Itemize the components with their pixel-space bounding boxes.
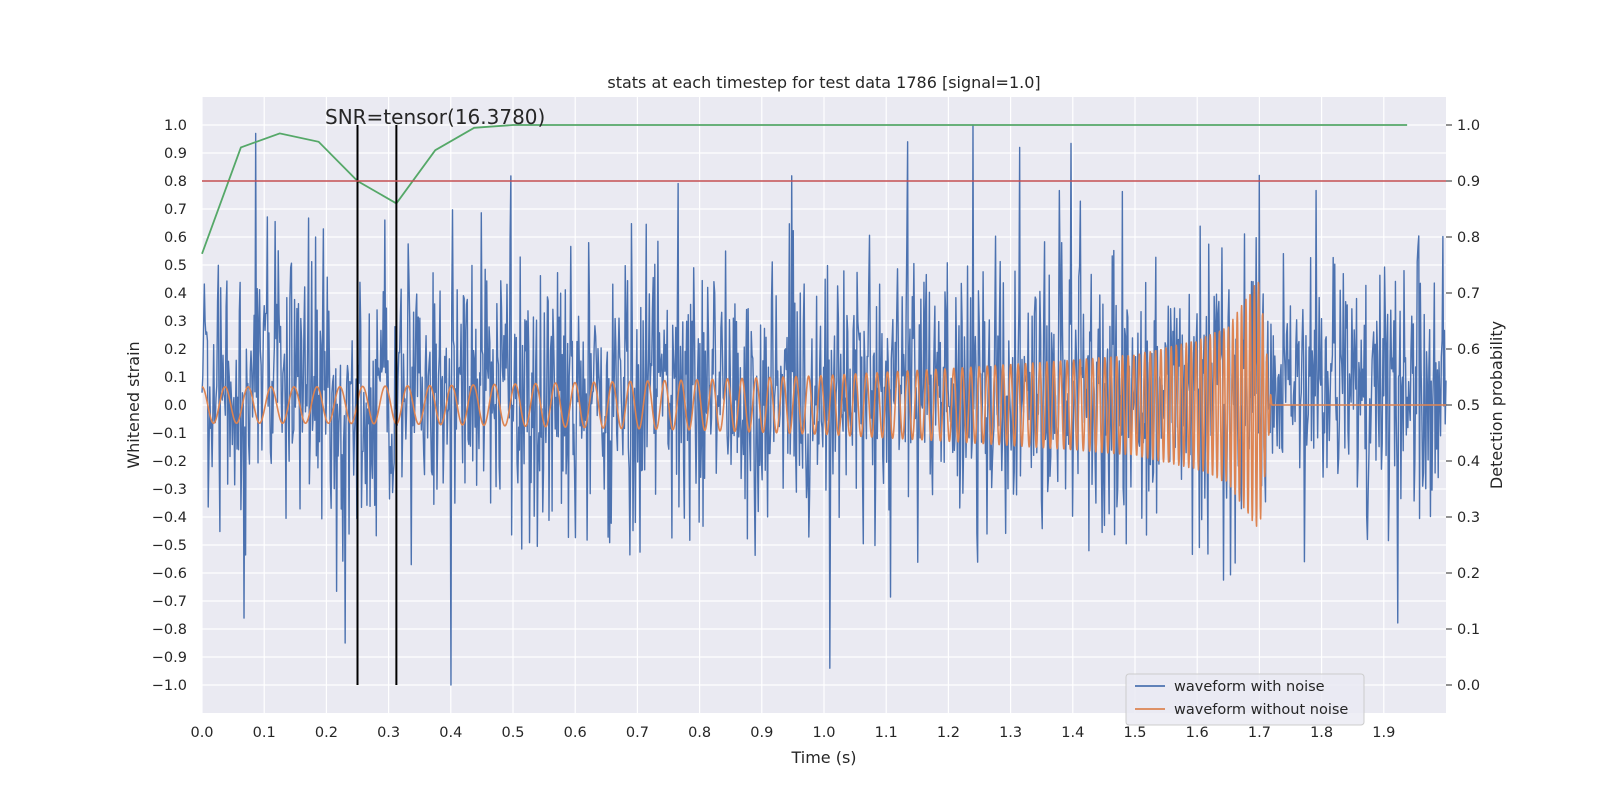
x-tick-label: 1.5 [1123, 725, 1146, 741]
y2-tick-label: 0.3 [1457, 510, 1480, 526]
y-tick-label: 0.5 [164, 258, 187, 274]
x-tick-label: 1.0 [812, 725, 835, 741]
waveform-without-noise-series [201, 281, 1447, 527]
y-tick-label: −0.3 [152, 482, 187, 498]
y-tick-label: 0.7 [164, 202, 187, 218]
y2-tick-label: 0.2 [1457, 566, 1480, 582]
y-tick-label: −0.2 [152, 454, 187, 470]
y-tick-label: −0.9 [152, 650, 187, 666]
x-tick-label: 0.4 [439, 725, 462, 741]
y-tick-label: 0.8 [164, 174, 187, 190]
legend-box [1125, 673, 1365, 726]
y2-tick-label: 0.5 [1457, 398, 1480, 414]
y-tick-label: −0.5 [152, 538, 187, 554]
x-tick-labels: 0.0 0.1 0.2 0.3 0.4 0.5 0.6 0.7 0.8 0.9 1.0 1.1 1.2 1… [190, 725, 1395, 741]
x-tick-label: 0.5 [501, 725, 524, 741]
x-tick-label: 1.4 [1061, 725, 1084, 741]
vertical-lines [356, 125, 398, 685]
legend-label-noise: waveform with noise [1174, 679, 1325, 695]
legend-label-clean: waveform without noise [1174, 702, 1348, 718]
y-axis-label: Whitened strain [124, 341, 143, 468]
y2-tick-label: 0.0 [1457, 678, 1480, 694]
y2-tick-label: 0.6 [1457, 342, 1480, 358]
y-tick-labels: −1.0 −0.9 −0.8 −0.7 −0.6 −0.5 −0.4 −0.3 −0.2 −0.1… [152, 118, 187, 694]
x-tick-label: 0.7 [626, 725, 649, 741]
x-tick-label: 1.7 [1248, 725, 1271, 741]
y2-tick-label: 0.8 [1457, 230, 1480, 246]
clean-line [201, 281, 1447, 527]
y2-axis-label: Detection probability [1487, 321, 1506, 489]
y2-tick-label: 1.0 [1457, 118, 1480, 134]
chart-title: stats at each timestep for test data 178… [607, 73, 1040, 92]
y-tick-label: −0.1 [152, 426, 187, 442]
x-tick-label: 0.8 [688, 725, 711, 741]
y2-tick-label: 0.7 [1457, 286, 1480, 302]
y-tick-label: 0.0 [164, 398, 187, 414]
y-tick-label: 0.6 [164, 230, 187, 246]
x-tick-label: 0.1 [253, 725, 276, 741]
y-tick-label: 0.4 [164, 286, 187, 302]
y-tick-label: 0.2 [164, 342, 187, 358]
x-tick-label: 1.8 [1310, 725, 1333, 741]
y-tick-label: 0.1 [164, 370, 187, 386]
x-tick-label: 1.2 [937, 725, 960, 741]
legend: waveform with noise waveform without noi… [1125, 673, 1365, 726]
y-tick-label: −0.8 [152, 622, 187, 638]
y-tick-label: 0.3 [164, 314, 187, 330]
y-tick-label: −0.7 [152, 594, 187, 610]
x-tick-label: 0.3 [377, 725, 400, 741]
y-tick-label: −1.0 [152, 678, 187, 694]
x-tick-label: 1.6 [1186, 725, 1209, 741]
y-tick-label: −0.4 [152, 510, 187, 526]
y2-tick-label: 0.4 [1457, 454, 1480, 470]
y-tick-label: 1.0 [164, 118, 187, 134]
x-axis-label: Time (s) [790, 748, 856, 767]
detection-probability-series [201, 124, 1408, 255]
x-tick-label: 1.1 [875, 725, 898, 741]
y-tick-label: −0.6 [152, 566, 187, 582]
y2-tick-label: 0.9 [1457, 174, 1480, 190]
x-tick-label: 0.9 [750, 725, 773, 741]
y2-tick-labels: 0.0 0.1 0.2 0.3 0.4 0.5 0.6 0.7 0.8 0.9 1.0 [1446, 118, 1480, 694]
x-tick-label: 0.6 [564, 725, 587, 741]
snr-annotation: SNR=tensor(16.3780) [325, 105, 545, 129]
y-tick-label: 0.9 [164, 146, 187, 162]
probability-line [201, 124, 1408, 255]
x-tick-label: 1.9 [1372, 725, 1395, 741]
x-tick-label: 0.0 [190, 725, 213, 741]
x-tick-label: 0.2 [315, 725, 338, 741]
y2-tick-label: 0.1 [1457, 622, 1480, 638]
x-tick-label: 1.3 [999, 725, 1022, 741]
